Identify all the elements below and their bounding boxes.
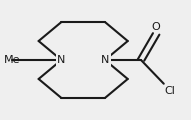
Text: N: N [57, 55, 66, 65]
Text: Me: Me [4, 55, 20, 65]
Text: O: O [152, 22, 161, 32]
Text: Cl: Cl [164, 86, 175, 96]
Text: N: N [101, 55, 109, 65]
